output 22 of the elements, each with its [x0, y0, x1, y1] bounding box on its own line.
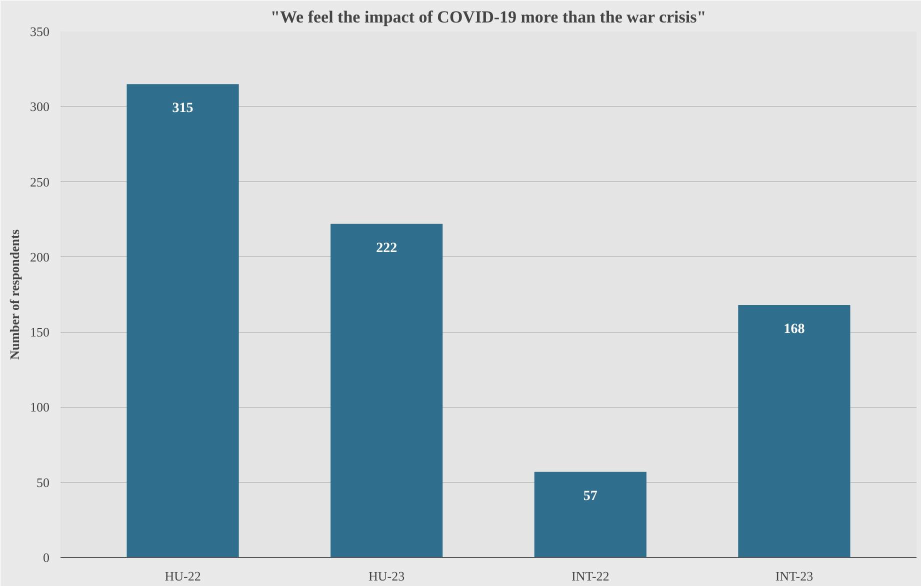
y-tick-label: 50 [36, 474, 50, 490]
y-tick-label: 100 [30, 400, 50, 415]
x-tick-label: INT-22 [572, 568, 610, 584]
y-tick-label: 250 [30, 174, 50, 190]
bar [330, 224, 443, 558]
data-label: 168 [784, 322, 805, 338]
chart-title: "We feel the impact of COVID-19 more than the war crisis" [270, 8, 706, 26]
x-tick-label: HU-23 [368, 568, 405, 584]
data-label: 57 [583, 488, 598, 504]
x-tick-label: HU-22 [164, 568, 201, 584]
y-tick-label: 0 [43, 550, 50, 565]
y-tick-label: 300 [30, 99, 50, 114]
y-axis-title: Number of respondents [7, 229, 22, 360]
data-label: 315 [172, 101, 194, 116]
data-label: 222 [376, 240, 398, 256]
bar [534, 472, 646, 558]
bar [738, 305, 850, 558]
y-tick-label: 200 [30, 249, 50, 264]
y-tick-label: 350 [30, 24, 50, 39]
y-tick-label: 150 [30, 324, 50, 340]
x-tick-label: INT-23 [775, 568, 814, 584]
bar [126, 84, 239, 558]
